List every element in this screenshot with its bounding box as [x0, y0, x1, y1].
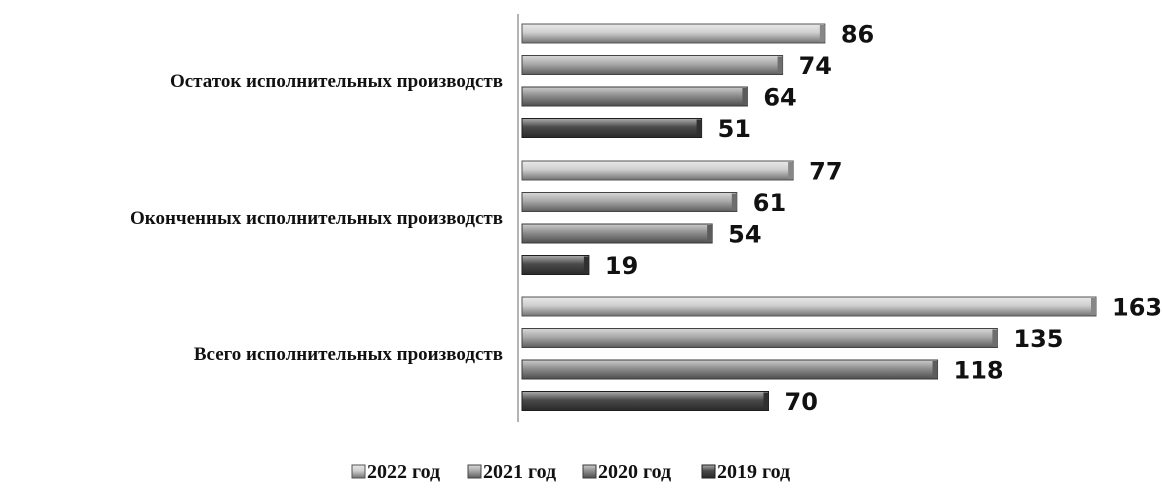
bar-end-cap [992, 329, 998, 347]
category-label: Остаток исполнительных производств [170, 71, 503, 92]
value-label: 77 [809, 158, 842, 186]
value-label: 51 [718, 115, 751, 143]
category-labels: Остаток исполнительных производств Оконче… [130, 71, 503, 365]
legend-swatch [351, 464, 366, 479]
category-label: Всего исполнительных производств [194, 344, 503, 365]
bar [521, 192, 738, 212]
bar-end-cap [819, 25, 825, 42]
bar [521, 55, 784, 75]
bar [521, 391, 770, 411]
legend-label: 2021 год [483, 461, 556, 483]
bars [521, 23, 1097, 411]
bar [521, 23, 826, 44]
bar-end-cap [763, 392, 769, 410]
bar [521, 223, 713, 244]
legend-swatch [467, 464, 482, 479]
bar [521, 296, 1097, 317]
bar-end-cap [731, 193, 737, 211]
value-label: 135 [1013, 325, 1063, 353]
legend-label: 2020 год [598, 461, 671, 483]
bar [521, 160, 794, 181]
legend-label: 2019 год [717, 461, 790, 483]
category-label: Оконченных исполнительных производств [130, 208, 503, 229]
value-label: 70 [785, 388, 818, 416]
bar-end-cap [742, 88, 748, 105]
value-label: 163 [1112, 294, 1162, 322]
value-label: 118 [954, 357, 1004, 385]
value-label: 61 [753, 189, 786, 217]
bar-end-cap [788, 162, 794, 179]
value-label: 86 [841, 21, 874, 49]
value-label: 54 [728, 221, 761, 249]
legend-swatch [582, 464, 597, 479]
bar-end-cap [932, 361, 938, 378]
bar-end-cap [583, 256, 589, 274]
bar-end-cap [696, 119, 702, 137]
bar-end-cap [777, 56, 783, 74]
legend-swatch [701, 464, 716, 479]
bar [521, 359, 939, 380]
legend-label: 2022 год [367, 461, 440, 483]
bar [521, 118, 703, 138]
legend: 2022 год 2021 год 2020 год 2019 год [351, 461, 790, 483]
value-label: 19 [605, 252, 638, 280]
value-label: 64 [763, 84, 796, 112]
bar [521, 328, 998, 348]
bar [521, 86, 748, 107]
bar-end-cap [707, 225, 713, 242]
value-label: 74 [799, 52, 832, 80]
bar-end-cap [1091, 298, 1096, 315]
bar [521, 255, 590, 275]
